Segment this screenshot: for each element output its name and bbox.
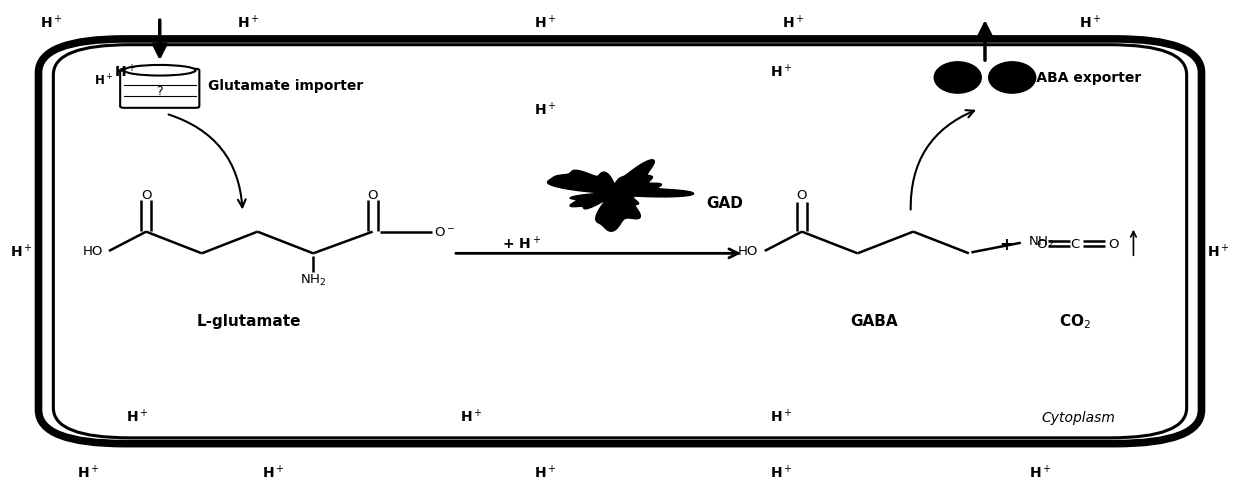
Text: O: O: [796, 189, 807, 202]
FancyBboxPatch shape: [120, 70, 200, 108]
Text: H$^+$: H$^+$: [238, 15, 260, 31]
Text: L-glutamate: L-glutamate: [197, 314, 301, 329]
Text: H$^+$: H$^+$: [77, 463, 99, 480]
Text: H$^+$: H$^+$: [1029, 463, 1052, 480]
Text: Glutamate importer: Glutamate importer: [208, 78, 363, 92]
Text: H$^+$: H$^+$: [126, 407, 149, 424]
Text: NH$_2$: NH$_2$: [1028, 234, 1055, 249]
Text: H$^+$: H$^+$: [40, 15, 62, 31]
Text: O: O: [141, 189, 151, 202]
Text: HO: HO: [738, 245, 759, 258]
Polygon shape: [548, 161, 693, 232]
Text: GABA exporter: GABA exporter: [1024, 71, 1141, 85]
Text: H$^+$: H$^+$: [1208, 243, 1230, 260]
Ellipse shape: [988, 63, 1035, 94]
Text: H$^+$: H$^+$: [782, 15, 805, 31]
Text: O: O: [1037, 238, 1047, 251]
Text: O: O: [367, 189, 378, 202]
FancyArrowPatch shape: [910, 111, 975, 210]
Text: C: C: [1070, 238, 1080, 251]
Text: HO: HO: [83, 245, 103, 258]
Text: H$^+$: H$^+$: [534, 15, 557, 31]
Text: H$^+$: H$^+$: [770, 463, 792, 480]
Text: H$^+$: H$^+$: [460, 407, 482, 424]
Text: H$^+$: H$^+$: [1079, 15, 1101, 31]
Text: H$^+$: H$^+$: [534, 463, 557, 480]
Ellipse shape: [934, 63, 981, 94]
Text: GABA: GABA: [849, 314, 898, 329]
Text: ?: ?: [156, 84, 164, 97]
FancyBboxPatch shape: [53, 45, 1187, 438]
Text: H$^+$: H$^+$: [534, 101, 557, 118]
Text: GAD: GAD: [707, 196, 744, 211]
Text: +: +: [999, 235, 1013, 253]
Text: O$^-$: O$^-$: [434, 226, 455, 239]
Text: H$^+$: H$^+$: [10, 243, 32, 260]
Text: H$^+$: H$^+$: [262, 463, 285, 480]
Text: H$^+$: H$^+$: [770, 407, 792, 424]
FancyBboxPatch shape: [38, 40, 1202, 444]
Text: + H$^+$: + H$^+$: [502, 234, 542, 251]
Text: CO$_2$: CO$_2$: [1059, 312, 1091, 331]
Text: NH$_2$: NH$_2$: [300, 272, 326, 288]
Ellipse shape: [124, 66, 196, 76]
Text: H$^+$: H$^+$: [94, 73, 114, 89]
FancyArrowPatch shape: [169, 115, 246, 208]
Text: H$^+$: H$^+$: [114, 62, 136, 80]
Text: O: O: [1109, 238, 1120, 251]
Text: Cytoplasm: Cytoplasm: [1042, 410, 1115, 424]
Text: H$^+$: H$^+$: [770, 62, 792, 80]
